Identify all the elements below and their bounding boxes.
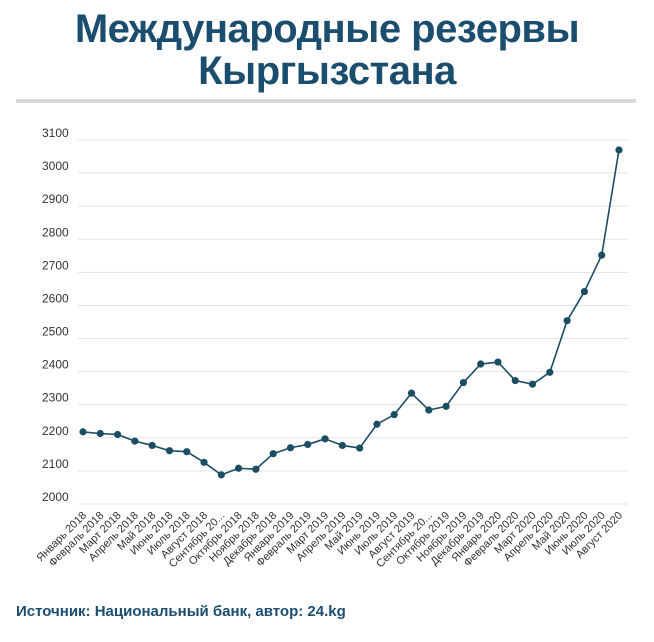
data-point-31 xyxy=(615,146,623,154)
y-tick-label-3: 2300 xyxy=(42,391,69,405)
data-point-16 xyxy=(356,444,364,452)
data-point-29 xyxy=(580,287,589,296)
title-divider xyxy=(16,99,636,103)
y-tick-label-4: 2400 xyxy=(42,358,69,372)
chart-title-line-1: Международные резервы xyxy=(74,7,580,51)
series-line xyxy=(82,149,620,476)
data-point-9 xyxy=(235,464,243,472)
data-point-4 xyxy=(148,441,156,450)
data-point-11 xyxy=(269,450,277,458)
data-point-17 xyxy=(373,420,381,428)
data-point-5 xyxy=(165,447,174,455)
data-point-8 xyxy=(217,471,225,479)
source-note: Источник: Национальный банк, автор: 24.k… xyxy=(16,603,346,620)
y-tick-label-0: 2000 xyxy=(42,490,69,504)
data-point-18 xyxy=(390,411,398,419)
data-point-14 xyxy=(321,435,329,443)
data-point-10 xyxy=(252,465,260,473)
y-tick-label-11: 3100 xyxy=(42,126,69,140)
data-point-6 xyxy=(183,448,191,456)
data-point-15 xyxy=(338,441,346,450)
line-chart: 2000 2100 2200 2300 2400 2500 2600 2700 2800 2900… xyxy=(35,126,628,570)
y-tick-label-1: 2100 xyxy=(42,457,69,471)
y-tick-label-10: 3000 xyxy=(42,159,69,173)
y-tick-label-6: 2600 xyxy=(42,291,69,305)
data-point-13 xyxy=(304,440,312,449)
data-point-25 xyxy=(511,376,519,385)
chart-title: Международные резервы Кыргызстана xyxy=(0,8,654,92)
chart-title-line-2: Кыргызстана xyxy=(198,49,456,93)
y-tick-label-9: 2900 xyxy=(42,192,69,206)
data-point-26 xyxy=(528,380,537,388)
data-point-0 xyxy=(79,428,87,436)
data-point-3 xyxy=(131,437,139,445)
y-tick-label-7: 2700 xyxy=(42,258,69,272)
data-point-19 xyxy=(407,389,416,397)
data-point-20 xyxy=(425,406,433,414)
data-point-21 xyxy=(442,402,450,410)
y-tick-label-5: 2500 xyxy=(42,325,69,339)
data-point-12 xyxy=(286,444,295,452)
data-point-22 xyxy=(459,378,467,387)
data-point-7 xyxy=(200,458,208,466)
y-tick-label-2: 2200 xyxy=(42,424,69,438)
data-point-28 xyxy=(563,317,571,325)
data-point-2 xyxy=(113,430,122,439)
data-point-1 xyxy=(96,429,104,438)
data-point-23 xyxy=(477,360,485,368)
data-point-27 xyxy=(546,368,554,376)
data-point-30 xyxy=(598,251,606,259)
data-point-24 xyxy=(494,358,502,366)
y-tick-label-8: 2800 xyxy=(42,225,69,239)
